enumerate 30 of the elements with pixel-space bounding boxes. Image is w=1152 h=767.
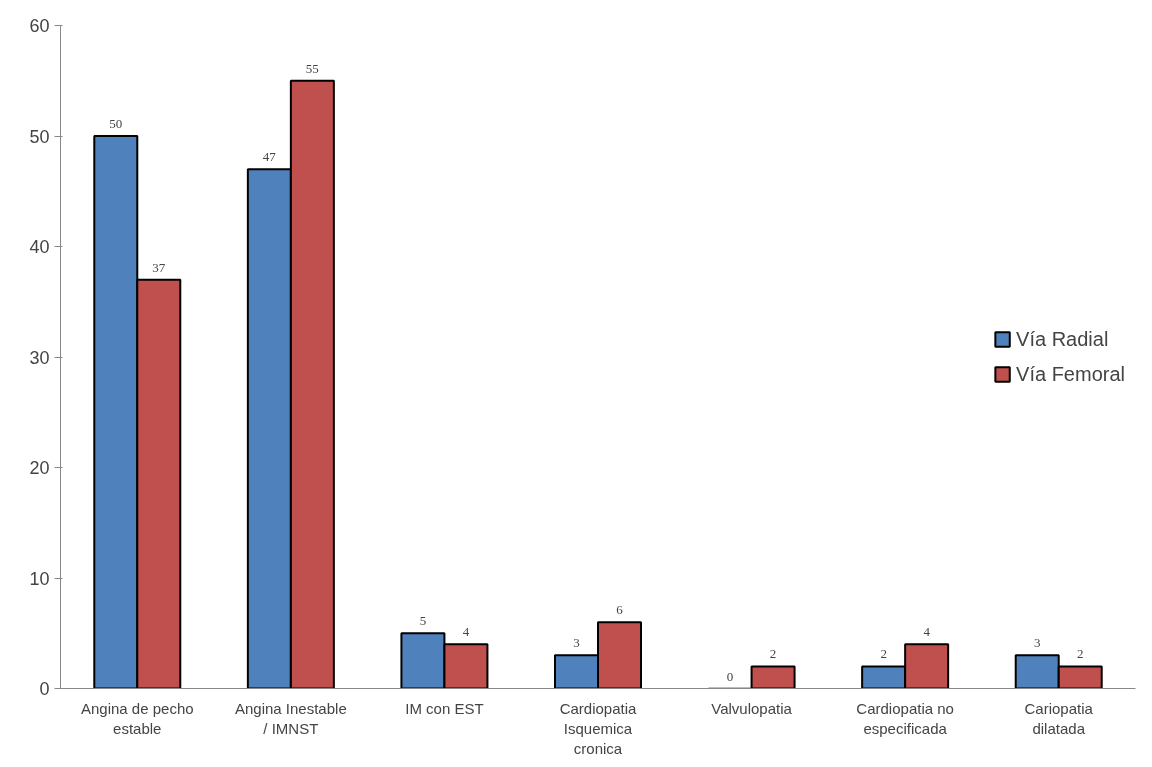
x-tick-label: Valvulopatia: [711, 699, 793, 717]
data-label: 47: [262, 149, 277, 165]
x-tick-label: Angina de pecho estable: [80, 699, 194, 737]
data-label: 55: [305, 60, 319, 76]
y-tick-label: 10: [29, 568, 50, 589]
data-label: 3: [1033, 635, 1041, 651]
data-label: 37: [152, 259, 166, 275]
legend-label: Vía Femoral: [1016, 362, 1125, 386]
data-label: 2: [880, 646, 887, 662]
y-tick-label: 40: [29, 237, 50, 257]
x-tick-label: Cariopatia dilatada: [1024, 699, 1094, 737]
x-tick-label: Cardiopatia no especificada: [856, 699, 954, 737]
x-tick-label: IM con EST: [405, 699, 484, 717]
data-label: 0: [726, 668, 734, 684]
data-label: 50: [109, 116, 123, 131]
y-tick-label: 30: [29, 347, 50, 368]
y-tick-label: 0: [39, 679, 50, 699]
data-label: 2: [1076, 646, 1084, 662]
data-label: 4: [462, 624, 470, 640]
x-tick-label: Cardiopatia Isquemica cronica: [559, 699, 638, 758]
y-tick-label: 50: [29, 126, 50, 147]
data-label: 3: [573, 635, 580, 651]
y-tick-label: 60: [29, 16, 50, 36]
data-label: 6: [616, 602, 624, 618]
x-tick-label: Angina Inestable / IMNST: [234, 699, 347, 737]
data-label: 4: [923, 624, 931, 640]
legend-label: Vía Radial: [1016, 327, 1109, 351]
y-tick-label: 20: [29, 458, 50, 478]
data-label: 2: [769, 646, 777, 662]
data-label: 5: [419, 613, 427, 629]
